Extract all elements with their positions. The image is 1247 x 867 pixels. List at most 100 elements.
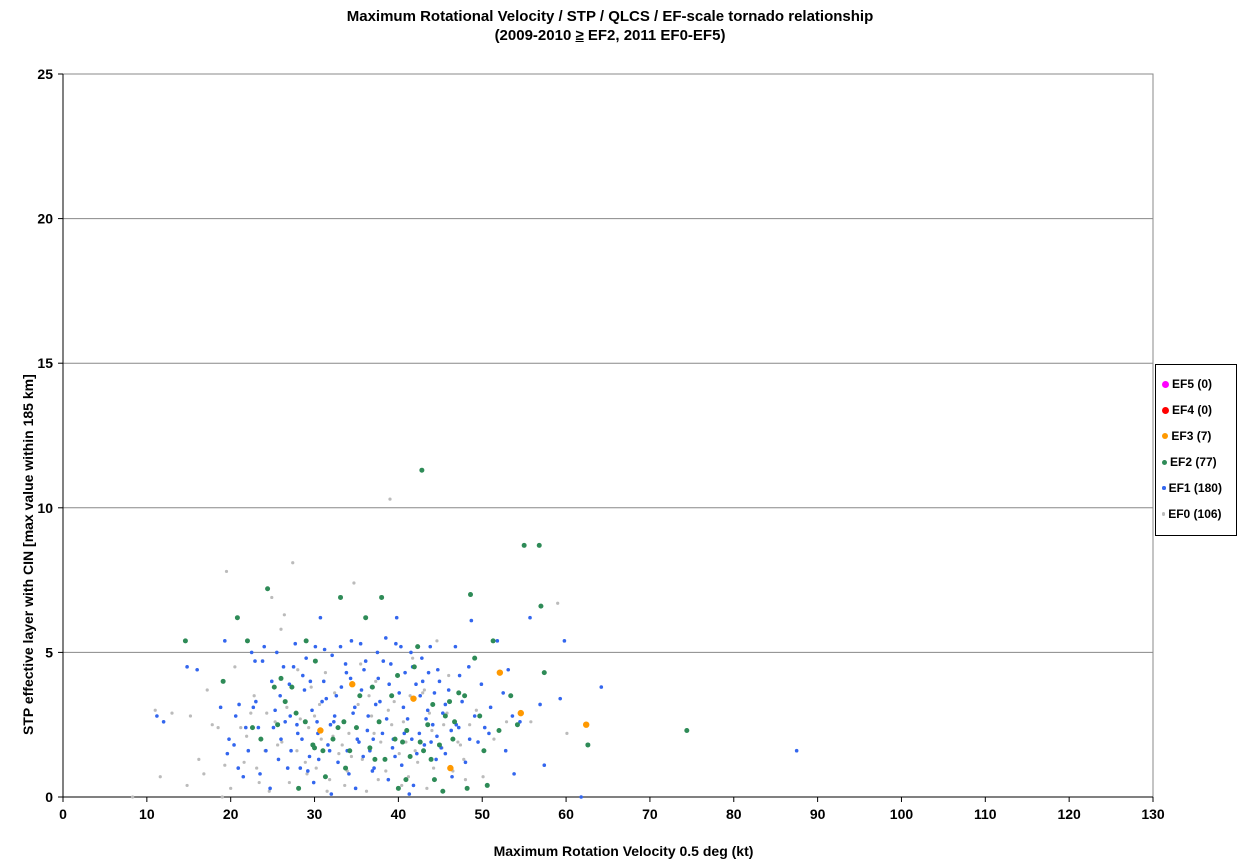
data-point-ef1 — [420, 679, 425, 684]
data-point-ef0 — [432, 766, 436, 770]
data-point-ef1 — [397, 691, 402, 695]
data-point-ef3 — [583, 721, 590, 728]
data-point-ef1 — [394, 641, 398, 646]
data-point-ef1 — [443, 702, 448, 707]
data-point-ef2 — [275, 722, 281, 728]
data-point-ef1 — [332, 714, 337, 718]
data-point-ef1 — [362, 667, 366, 672]
data-point-ef1 — [394, 615, 399, 620]
data-point-ef1 — [298, 766, 303, 770]
data-point-ef1 — [225, 751, 230, 756]
data-point-ef1 — [218, 705, 223, 710]
data-point-ef1 — [381, 659, 386, 663]
data-point-ef1 — [361, 754, 365, 759]
x-axis-title: Maximum Rotation Velocity 0.5 deg (kt) — [493, 843, 754, 859]
data-point-ef2 — [452, 719, 458, 725]
legend-marker — [1162, 486, 1166, 490]
data-point-ef1 — [411, 783, 416, 788]
legend-marker — [1162, 459, 1167, 465]
data-point-ef0 — [376, 778, 380, 782]
data-point-ef0 — [401, 720, 406, 724]
data-point-ef1 — [506, 667, 511, 672]
data-point-ef1 — [321, 679, 326, 684]
data-point-ef1 — [443, 751, 448, 756]
data-point-ef1 — [375, 650, 380, 655]
data-point-ef2 — [538, 603, 544, 609]
data-point-ef2 — [392, 736, 398, 742]
data-point-ef1 — [316, 757, 321, 762]
data-point-ef2 — [450, 736, 456, 742]
data-point-ef0 — [229, 786, 233, 790]
data-point-ef1 — [373, 702, 378, 707]
data-point-ef0 — [265, 711, 269, 715]
data-point-ef1 — [456, 725, 461, 730]
data-point-ef2 — [376, 719, 382, 725]
data-point-ef0 — [245, 734, 249, 738]
data-point-ef0 — [233, 665, 237, 669]
data-point-ef1 — [407, 792, 412, 796]
data-point-ef2 — [182, 638, 188, 644]
data-point-ef2 — [442, 713, 448, 719]
data-point-ef2 — [481, 748, 487, 754]
data-point-ef0 — [565, 731, 569, 735]
data-point-ef0 — [388, 497, 392, 501]
data-point-ef2 — [400, 739, 406, 745]
data-point-ef0 — [295, 749, 299, 753]
data-point-ef0 — [447, 673, 451, 678]
data-point-ef1 — [256, 725, 261, 730]
x-tick-label: 100 — [890, 806, 914, 822]
data-point-ef1 — [495, 639, 500, 643]
data-point-ef2 — [464, 785, 470, 791]
legend-item-ef4: EF4 (0) — [1156, 397, 1236, 423]
data-point-ef0 — [397, 752, 401, 756]
data-point-ef1 — [293, 641, 298, 646]
data-point-ef0 — [130, 795, 135, 799]
data-point-ef2 — [477, 713, 483, 719]
data-point-ef2 — [684, 727, 690, 733]
data-point-ef0 — [216, 725, 220, 730]
data-point-ef1 — [306, 769, 310, 773]
data-point-ef1 — [420, 656, 424, 660]
data-point-ef1 — [430, 722, 435, 727]
data-point-ef1 — [479, 682, 484, 687]
data-point-ef1 — [399, 763, 404, 767]
data-point-ef2 — [536, 542, 542, 548]
data-point-ef1 — [538, 702, 542, 707]
data-point-ef1 — [223, 639, 227, 643]
data-point-ef1 — [310, 708, 314, 713]
data-point-ef0 — [386, 708, 390, 712]
data-point-ef0 — [153, 708, 157, 712]
data-point-ef2 — [289, 684, 295, 690]
data-point-ef0 — [456, 740, 460, 744]
data-point-ef0 — [360, 757, 364, 762]
data-point-ef2 — [521, 542, 527, 548]
legend-label: EF0 (106) — [1168, 507, 1222, 521]
plot-area — [62, 73, 1154, 798]
data-point-ef0 — [252, 694, 256, 698]
data-point-ef2 — [312, 658, 318, 664]
data-point-ef0 — [364, 789, 369, 793]
data-point-ef1 — [269, 679, 274, 684]
data-point-ef1 — [268, 786, 272, 791]
x-tick-label: 30 — [307, 806, 323, 822]
data-point-ef0 — [406, 775, 411, 779]
legend-label: EF2 (77) — [1170, 455, 1217, 469]
data-point-ef1 — [403, 670, 407, 675]
data-point-ef1 — [363, 659, 368, 663]
data-point-ef2 — [431, 777, 437, 783]
data-point-ef1 — [389, 662, 393, 666]
data-point-ef1 — [295, 722, 299, 727]
y-tick-label: 5 — [45, 644, 53, 660]
data-point-ef1 — [424, 717, 428, 721]
data-point-ef0 — [185, 783, 189, 788]
data-point-ef1 — [446, 688, 451, 692]
data-point-ef2 — [447, 699, 453, 705]
data-point-ef1 — [249, 650, 254, 655]
data-point-ef2 — [404, 727, 410, 733]
data-point-ef0 — [242, 760, 246, 764]
data-point-ef1 — [510, 714, 515, 718]
data-point-ef1 — [467, 737, 472, 741]
x-tick-label: 0 — [59, 806, 67, 822]
data-point-ef0 — [303, 760, 307, 764]
data-point-ef0 — [309, 685, 313, 689]
